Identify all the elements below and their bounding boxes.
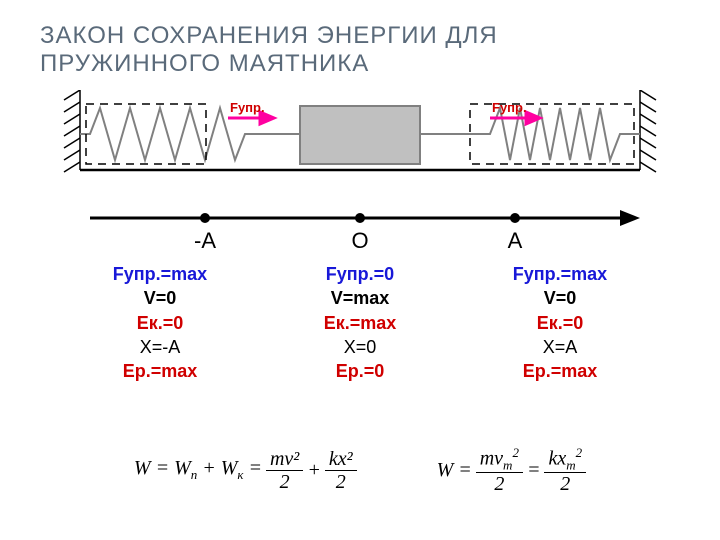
title-line-1: ЗАКОН СОХРАНЕНИЯ ЭНЕРГИИ ДЛЯ	[40, 22, 680, 50]
number-axis: -A O A	[60, 200, 660, 260]
V-right: V=0	[460, 286, 660, 310]
slide-title: ЗАКОН СОХРАНЕНИЯ ЭНЕРГИИ ДЛЯ ПРУЖИННОГО …	[40, 22, 680, 78]
Ek-right: Ек.=0	[460, 311, 660, 335]
state-col-right: Fупр.=max V=0 Ек.=0 X=A Ер.=max	[460, 262, 660, 432]
state-col-left: Fупр.=max V=0 Ек.=0 X=-A Ер.=max	[60, 262, 260, 432]
spring-mass-diagram: Fупр. Fупр.	[60, 90, 660, 200]
formula-total-energy: W = Wп + Wк = mv²2 + kx²2	[134, 440, 357, 500]
F-center: Fупр.=0	[260, 262, 460, 286]
axis-label-center: O	[351, 228, 368, 253]
X-right: X=A	[460, 335, 660, 359]
formula-max-energy: W = mvm22 = kxm22	[437, 440, 587, 500]
formulas: W = Wп + Wк = mv²2 + kx²2 W = mvm22 = kx…	[0, 440, 720, 500]
Ep-right: Ер.=max	[460, 359, 660, 383]
V-center: V=max	[260, 286, 460, 310]
Ep-left: Ер.=max	[60, 359, 260, 383]
axis-label-left: -A	[194, 228, 216, 253]
V-left: V=0	[60, 286, 260, 310]
Ek-center: Ек.=max	[260, 311, 460, 335]
X-left: X=-A	[60, 335, 260, 359]
F-right: Fупр.=max	[460, 262, 660, 286]
state-columns: Fупр.=max V=0 Ек.=0 X=-A Ер.=max Fупр.=0…	[0, 262, 720, 432]
X-center: X=0	[260, 335, 460, 359]
force-label-right: Fупр.	[492, 100, 527, 115]
axis-label-right: A	[508, 228, 523, 253]
title-line-2: ПРУЖИННОГО МАЯТНИКА	[40, 50, 680, 78]
force-label-left: Fупр.	[230, 100, 265, 115]
F-left: Fупр.=max	[60, 262, 260, 286]
state-col-center: Fупр.=0 V=max Ек.=max X=0 Ер.=0	[260, 262, 460, 432]
Ep-center: Ер.=0	[260, 359, 460, 383]
Ek-left: Ек.=0	[60, 311, 260, 335]
